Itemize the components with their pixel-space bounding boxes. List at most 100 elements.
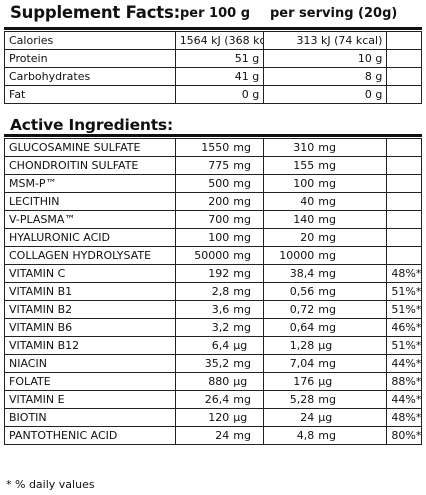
ingredient-serving-value: 0,56 (289, 285, 315, 298)
ingredient-row: VITAMIN B6 3,2 mg 0,64 mg 46%* (4, 318, 422, 337)
ingredient-row: PANTOTHENIC ACID 24 mg 4,8 mg 80%* (4, 426, 422, 445)
ingredient-serving-value: 40 (300, 195, 315, 208)
ingredient-per100g-unit: mg (233, 285, 251, 298)
ingredient-row: CHONDROITIN SULFATE 775 mg 155 mg (4, 156, 422, 175)
ingredient-row: NIACIN 35,2 mg 7,04 mg 44%* (4, 354, 422, 373)
ingredient-per100g-value: 26,4 (204, 393, 230, 406)
ingredient-per100g: 775 mg (174, 156, 265, 175)
ingredient-serving-value: 10000 (279, 249, 315, 262)
ingredient-per-serving: 0,72 mg (263, 300, 388, 319)
ingredient-serving-unit: mg (318, 213, 336, 226)
ingredient-per100g-unit: mg (233, 429, 251, 442)
nutrition-row: Protein 51 g 10 g (4, 49, 422, 68)
ingredient-per100g-unit: mg (233, 159, 251, 172)
ingredient-daily-value (386, 210, 422, 229)
ingredient-daily-value: 80%* (386, 426, 422, 445)
nutrient-per-serving: 313 kJ (74 kcal) (263, 31, 388, 50)
ingredient-row: VITAMIN B2 3,6 mg 0,72 mg 51%* (4, 300, 422, 319)
ingredient-row: LECITHIN 200 mg 40 mg (4, 192, 422, 211)
daily-values-footnote: * % daily values (6, 478, 95, 491)
ingredient-name: HYALURONIC ACID (4, 228, 176, 247)
ingredient-daily-value (386, 174, 422, 193)
active-ingredients-title: Active Ingredients: (10, 116, 173, 134)
ingredient-serving-unit: mg (318, 429, 336, 442)
ingredient-per100g-unit: mg (233, 249, 251, 262)
ingredient-serving-unit: mg (318, 159, 336, 172)
ingredient-serving-value: 310 (293, 141, 315, 154)
ingredient-per100g-value: 1550 (201, 141, 230, 154)
ingredient-serving-value: 155 (293, 159, 315, 172)
ingredient-per-serving: 5,28 mg (263, 390, 388, 409)
ingredient-per-serving: 310 mg (263, 138, 388, 157)
nutrient-name: Protein (4, 49, 176, 68)
supplement-facts-header: Supplement Facts: per 100 g per serving … (4, 1, 422, 26)
header-rule (4, 27, 422, 30)
ingredient-serving-unit: µg (318, 411, 333, 424)
ingredient-serving-unit: mg (318, 285, 336, 298)
nutrient-per100g: 41 g (174, 67, 265, 86)
ingredient-serving-unit: mg (318, 393, 336, 406)
ingredient-serving-value: 4,8 (296, 429, 315, 442)
ingredient-per100g: 200 mg (174, 192, 265, 211)
ingredient-per100g-unit: mg (233, 213, 251, 226)
ingredient-per100g: 6,4 µg (174, 336, 265, 355)
ingredient-daily-value (386, 246, 422, 265)
ingredient-serving-unit: mg (318, 141, 336, 154)
ingredient-per-serving: 1,28 µg (263, 336, 388, 355)
ingredient-name: FOLATE (4, 372, 176, 391)
ingredients-table: GLUCOSAMINE SULFATE 1550 mg 310 mg CHONDROITI… (4, 138, 422, 445)
ingredient-name: NIACIN (4, 354, 176, 373)
ingredient-serving-value: 5,28 (289, 393, 315, 406)
ingredient-per100g-unit: mg (233, 321, 251, 334)
ingredient-per100g-value: 100 (208, 231, 230, 244)
ingredient-serving-unit: µg (318, 375, 333, 388)
ingredient-daily-value: 88%* (386, 372, 422, 391)
ingredient-per100g-unit: mg (233, 141, 251, 154)
nutrient-name: Carbohydrates (4, 67, 176, 86)
ingredient-serving-unit: mg (318, 321, 336, 334)
nutrient-per100g: 0 g (174, 85, 265, 104)
ingredient-row: V-PLASMA™ 700 mg 140 mg (4, 210, 422, 229)
ingredient-per100g-value: 880 (208, 375, 230, 388)
ingredient-row: FOLATE 880 µg 176 µg 88%* (4, 372, 422, 391)
ingredient-name: VITAMIN B6 (4, 318, 176, 337)
ingredient-serving-unit: mg (318, 231, 336, 244)
ingredient-row: VITAMIN C 192 mg 38,4 mg 48%* (4, 264, 422, 283)
ingredient-per-serving: 40 mg (263, 192, 388, 211)
ingredient-serving-value: 1,28 (289, 339, 315, 352)
ingredient-per100g-value: 500 (208, 177, 230, 190)
ingredient-per100g-unit: mg (233, 357, 251, 370)
ingredient-per100g-unit: µg (233, 411, 248, 424)
ingredient-serving-unit: mg (318, 195, 336, 208)
ingredient-per100g-value: 50000 (194, 249, 230, 262)
ingredient-name: LECITHIN (4, 192, 176, 211)
ingredient-per100g: 1550 mg (174, 138, 265, 157)
ingredient-name: VITAMIN E (4, 390, 176, 409)
ingredient-name: GLUCOSAMINE SULFATE (4, 138, 176, 157)
ingredient-per100g: 2,8 mg (174, 282, 265, 301)
ingredient-per100g: 100 mg (174, 228, 265, 247)
ingredient-row: BIOTIN 120 µg 24 µg 48%* (4, 408, 422, 427)
ingredient-name: COLLAGEN HYDROLYSATE (4, 246, 176, 265)
ingredient-per-serving: 0,64 mg (263, 318, 388, 337)
ingredient-per100g-unit: µg (233, 339, 248, 352)
ingredient-per-serving: 4,8 mg (263, 426, 388, 445)
ingredient-per100g-unit: µg (233, 375, 248, 388)
ingredient-per100g-value: 3,2 (211, 321, 230, 334)
ingredient-per100g: 3,6 mg (174, 300, 265, 319)
ingredient-name: BIOTIN (4, 408, 176, 427)
ingredient-per-serving: 176 µg (263, 372, 388, 391)
ingredient-serving-unit: mg (318, 267, 336, 280)
ingredient-per100g-value: 24 (215, 429, 230, 442)
ingredient-per100g-value: 775 (208, 159, 230, 172)
ingredient-daily-value: 51%* (386, 300, 422, 319)
ingredient-name: PANTOTHENIC ACID (4, 426, 176, 445)
ingredient-daily-value (386, 228, 422, 247)
nutrient-name: Fat (4, 85, 176, 104)
ingredient-per100g-unit: mg (233, 195, 251, 208)
ingredient-serving-value: 20 (300, 231, 315, 244)
ingredient-row: VITAMIN E 26,4 mg 5,28 mg 44%* (4, 390, 422, 409)
ingredient-daily-value: 48%* (386, 408, 422, 427)
